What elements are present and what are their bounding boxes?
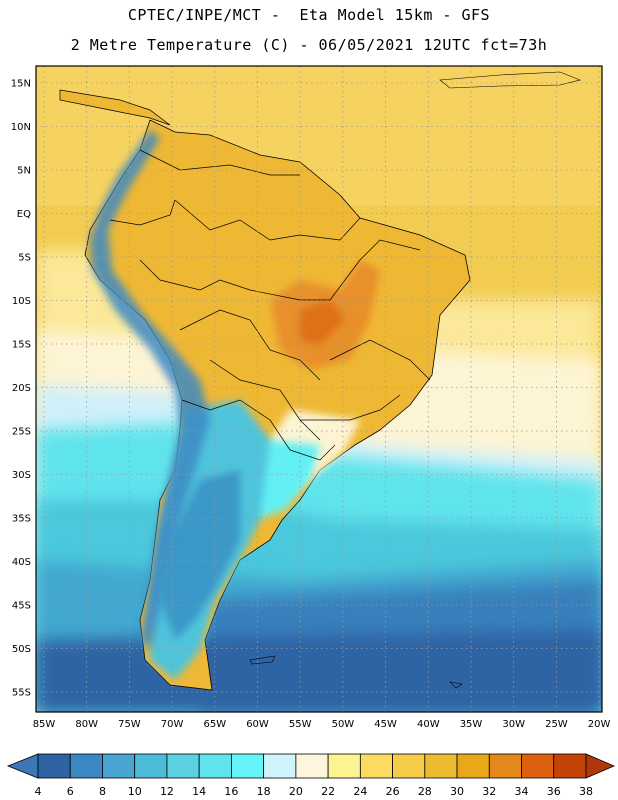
colorbar-segment (295, 753, 329, 779)
lat-label: 5S (18, 253, 31, 264)
lon-label: 30W (502, 719, 525, 730)
map-field (36, 66, 602, 712)
colorbar-arrow-left (6, 753, 39, 779)
latitude-labels: 15N 10N 5N EQ 5S 10S 15S 20S 25S 30S 35S 40S 45S 50S 5… (11, 79, 31, 699)
colorbar-label: 30 (450, 785, 464, 798)
lon-label: 70W (161, 719, 184, 730)
colorbar-label: 12 (160, 785, 174, 798)
country-borders (109, 149, 431, 461)
colorbar-label: 34 (515, 785, 529, 798)
colorbar-label: 18 (257, 785, 271, 798)
colorbar-segment (521, 753, 555, 779)
colorbar-label: 24 (353, 785, 367, 798)
colorbar-segment (69, 753, 103, 779)
lon-label: 65W (203, 719, 226, 730)
map-subtitle: 2 Metre Temperature (C) - 06/05/2021 12U… (70, 36, 548, 54)
lon-label: 55W (289, 719, 312, 730)
colorbar-segment (327, 753, 361, 779)
lat-label: 5N (17, 166, 31, 177)
longitude-labels: 85W 80W 75W 70W 65W 60W 55W 50W 45W 40W 35W 30W 25W 2… (33, 719, 611, 730)
lat-label: 50S (12, 644, 31, 655)
lon-label: 20W (588, 719, 611, 730)
map-title: CPTEC/INPE/MCT - Eta Model 15km - GFS (127, 6, 491, 24)
lat-label: 55S (12, 688, 31, 699)
lon-label: 80W (75, 719, 98, 730)
lat-label: 35S (12, 514, 31, 525)
colorbar-label: 22 (321, 785, 335, 798)
lat-label: 15S (12, 340, 31, 351)
colorbar-segment (424, 753, 458, 779)
colorbar-label: 36 (547, 785, 561, 798)
lat-label: 15N (11, 79, 31, 90)
colorbar-label: 20 (289, 785, 303, 798)
colorbar-segment (37, 753, 71, 779)
lat-label: 25S (12, 427, 31, 438)
colorbar-label: 32 (482, 785, 496, 798)
colorbar-label: 8 (99, 785, 106, 798)
lat-label: 10S (12, 296, 31, 307)
colorbar-segment (166, 753, 200, 779)
colorbar-segment (263, 753, 297, 779)
colorbar-segment (231, 753, 265, 779)
colorbar-segment (456, 753, 490, 779)
lon-label: 85W (33, 719, 56, 730)
lat-label: EQ (17, 209, 31, 220)
colorbar-label: 26 (386, 785, 400, 798)
lon-label: 50W (332, 719, 355, 730)
colorbar-label: 4 (35, 785, 42, 798)
lat-label: 30S (12, 470, 31, 481)
lat-label: 10N (11, 122, 31, 133)
lon-label: 35W (460, 719, 483, 730)
colorbar-segment (553, 753, 587, 779)
colorbar-label: 10 (128, 785, 142, 798)
colorbar-segment (198, 753, 232, 779)
colorbar: 4 6 8 10 12 14 16 18 20 22 24 26 28 30 32 34 36 38 (6, 753, 616, 798)
colorbar-arrow-right (585, 753, 616, 779)
colorbar-label: 14 (192, 785, 206, 798)
lat-label: 20S (12, 383, 31, 394)
lon-label: 60W (246, 719, 269, 730)
lon-label: 25W (545, 719, 568, 730)
lon-label: 45W (374, 719, 397, 730)
lat-label: 40S (12, 557, 31, 568)
colorbar-label: 28 (418, 785, 432, 798)
colorbar-label: 38 (579, 785, 593, 798)
colorbar-segment (488, 753, 522, 779)
lat-label: 45S (12, 601, 31, 612)
lon-label: 40W (417, 719, 440, 730)
colorbar-segment (134, 753, 168, 779)
colorbar-segment (392, 753, 426, 779)
colorbar-label: 6 (67, 785, 74, 798)
map-frame (35, 65, 603, 713)
colorbar-segment (102, 753, 136, 779)
lon-label: 75W (118, 719, 141, 730)
colorbar-label: 16 (224, 785, 238, 798)
colorbar-segment (359, 753, 393, 779)
